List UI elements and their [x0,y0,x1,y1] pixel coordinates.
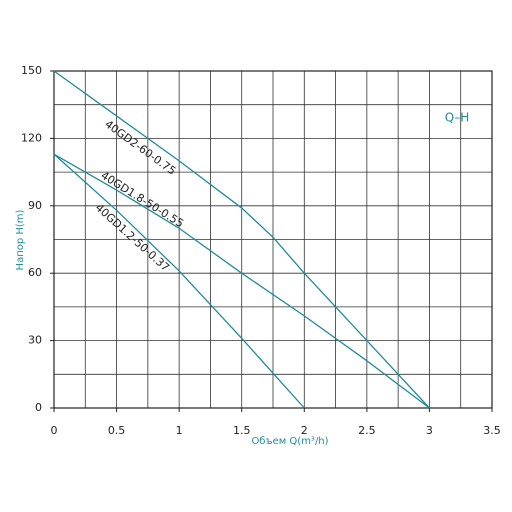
series-line [53,153,430,409]
x-tick-label: 3.5 [483,424,501,437]
plot-frame [53,70,493,409]
y-tick-label: 120 [21,131,42,144]
x-tick-label: 0 [51,424,58,437]
y-tick-label: 150 [21,64,42,77]
x-tick-label: 2 [301,424,308,437]
y-tick-label: 90 [28,199,42,212]
x-tick-label: 2.5 [358,424,376,437]
chart-title: Q–H [445,111,469,125]
y-tick-label: 30 [28,334,42,347]
x-tick-label: 3 [426,424,433,437]
x-tick-label: 1.5 [233,424,251,437]
x-axis-label: Объем Q(m³/h) [251,436,328,447]
x-tick-label: 0.5 [108,424,126,437]
x-tick-label: 1 [176,424,183,437]
y-tick-label: 0 [35,401,42,414]
series-line [53,70,430,409]
y-tick-label: 60 [28,266,42,279]
series-line [53,153,305,409]
y-axis-label: Напор H(m) [15,209,26,270]
